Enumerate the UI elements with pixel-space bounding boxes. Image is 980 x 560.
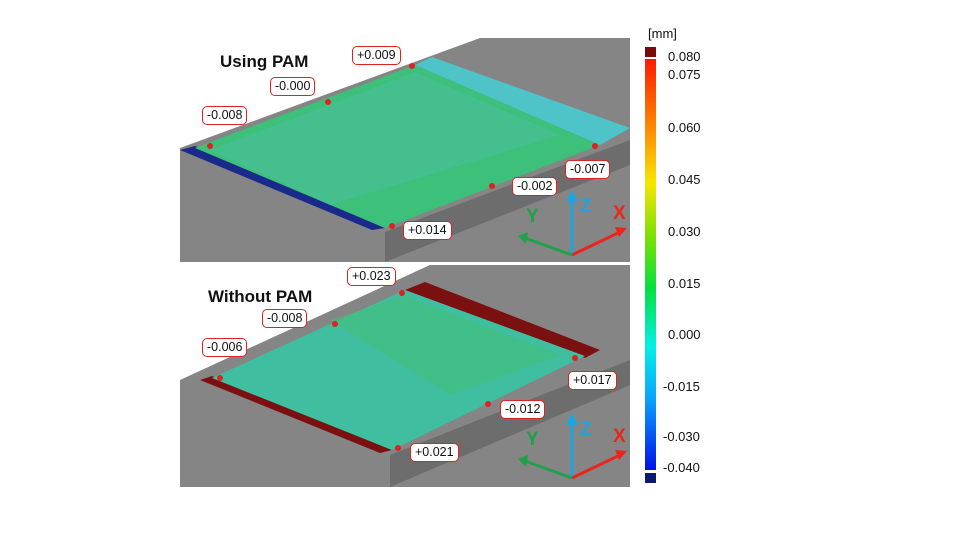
deviation-label: -0.002 bbox=[512, 177, 558, 196]
colorbar-tick: 0.030 bbox=[668, 224, 701, 239]
deviation-label: -0.000 bbox=[270, 77, 316, 96]
colorbar-tick: -0.040 bbox=[663, 460, 700, 475]
axis-z-label: Z bbox=[580, 419, 592, 440]
plate-surface bbox=[195, 65, 600, 228]
plate-left-edge bbox=[180, 146, 385, 230]
axis-x-label: X bbox=[613, 426, 626, 447]
colorbar-unit: [mm] bbox=[648, 26, 677, 41]
deviation-label: -0.006 bbox=[202, 338, 248, 357]
colorbar-tick: 0.075 bbox=[668, 67, 701, 82]
plate-right-band bbox=[405, 282, 600, 358]
plate-left-edge bbox=[200, 376, 392, 453]
panel-title-bottom: Without PAM bbox=[208, 287, 313, 306]
axis-y-label: Y bbox=[526, 206, 539, 227]
deviation-label: +0.009 bbox=[352, 46, 401, 65]
deviation-label: -0.007 bbox=[565, 160, 611, 179]
deviation-label: -0.008 bbox=[202, 106, 248, 125]
deviation-label: +0.017 bbox=[568, 371, 617, 390]
axis-z-label: Z bbox=[580, 196, 592, 217]
colorbar-tick: 0.000 bbox=[668, 327, 701, 342]
axis-y-label: Y bbox=[526, 429, 539, 450]
deviation-label: -0.012 bbox=[500, 400, 546, 419]
deviation-label: +0.021 bbox=[410, 443, 459, 462]
plate-right-band bbox=[415, 57, 630, 145]
leader-dots bbox=[207, 63, 598, 451]
axis-triad-top bbox=[518, 190, 627, 257]
colorbar bbox=[645, 59, 656, 470]
panel-title-top: Using PAM bbox=[220, 52, 309, 71]
axis-triad-bottom bbox=[518, 413, 627, 480]
axis-x-label: X bbox=[613, 203, 626, 224]
colorbar-under-swatch bbox=[645, 473, 656, 483]
colorbar-over-swatch bbox=[645, 47, 656, 57]
colorbar-tick: 0.060 bbox=[668, 120, 701, 135]
colorbar-tick: 0.080 bbox=[668, 49, 701, 64]
colorbar-tick: 0.015 bbox=[668, 276, 701, 291]
deviation-label: -0.008 bbox=[262, 309, 308, 328]
deviation-label: +0.023 bbox=[347, 267, 396, 286]
deviation-label: +0.014 bbox=[403, 221, 452, 240]
colorbar-tick: -0.015 bbox=[663, 379, 700, 394]
colorbar-tick: -0.030 bbox=[663, 429, 700, 444]
colorbar-tick: 0.045 bbox=[668, 172, 701, 187]
